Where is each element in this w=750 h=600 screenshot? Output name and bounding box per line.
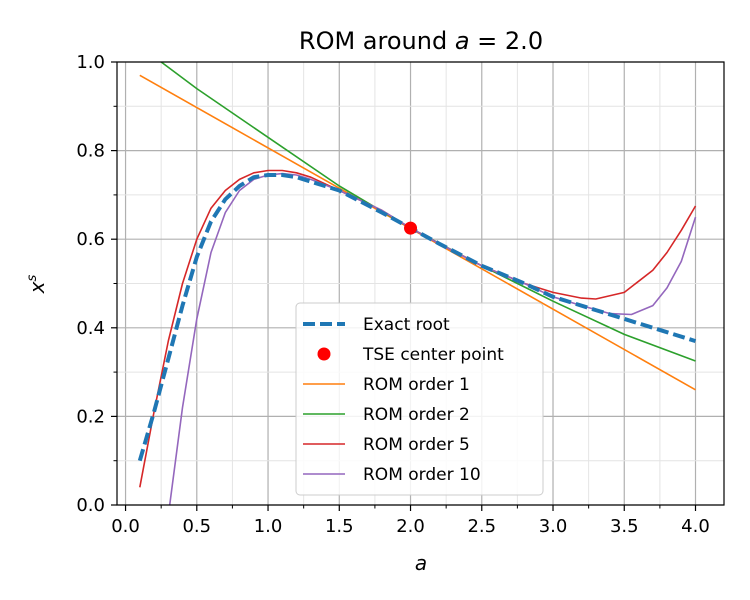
ticks: 0.0 0.5 1.0 1.5 2.0 2.5 3.0 3.5 4.0 0.0 0.2 0.4 0.6 0… <box>76 52 709 537</box>
y-tick-label: 1.0 <box>76 52 105 73</box>
x-tick-label: 1.0 <box>254 516 283 537</box>
legend-label-rom-order-2: ROM order 2 <box>363 405 470 425</box>
y-tick-label: 0.6 <box>76 229 105 250</box>
legend-label-rom-order-1: ROM order 1 <box>363 375 470 395</box>
x-axis-label: a <box>415 551 427 575</box>
x-tick-label: 3.0 <box>539 516 568 537</box>
legend-label-rom-order-5: ROM order 5 <box>363 435 470 455</box>
points-layer <box>404 221 418 235</box>
x-tick-label: 0.0 <box>111 516 140 537</box>
x-tick-label: 2.0 <box>396 516 425 537</box>
legend: Exact root TSE center point ROM order 1 ROM… <box>295 302 544 496</box>
x-tick-label: 0.5 <box>182 516 211 537</box>
legend-box <box>295 302 544 496</box>
series-line-exact-root <box>137 173 697 462</box>
chart-title: ROM around a = 2.0 <box>299 27 543 55</box>
x-tick-label: 4.0 <box>681 516 710 537</box>
x-tick-label: 3.5 <box>610 516 639 537</box>
y-axis-label: xs <box>25 274 49 294</box>
y-tick-label: 0.4 <box>76 318 105 339</box>
y-tick-label: 0.0 <box>76 495 105 516</box>
legend-label-exact-root: Exact root <box>363 315 450 335</box>
legend-marker-tse-center-point <box>317 347 331 361</box>
legend-label-tse-center-point: TSE center point <box>362 345 504 365</box>
y-tick-label: 0.2 <box>76 406 105 427</box>
tse-center-point <box>404 221 418 235</box>
y-tick-label: 0.8 <box>76 141 105 162</box>
x-tick-label: 1.5 <box>325 516 354 537</box>
legend-label-rom-order-10: ROM order 10 <box>363 465 481 485</box>
x-tick-label: 2.5 <box>467 516 496 537</box>
